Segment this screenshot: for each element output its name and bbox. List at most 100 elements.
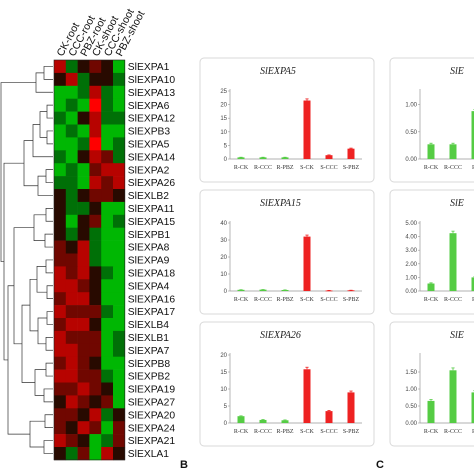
bar xyxy=(449,144,457,159)
heatmap-cell xyxy=(89,395,102,409)
heatmap-cell xyxy=(54,382,67,396)
heatmap-cell xyxy=(89,447,102,461)
heatmap-cell xyxy=(77,176,90,190)
gene-label: SlEXPB3 xyxy=(128,127,171,138)
heatmap-cell xyxy=(89,279,102,293)
y-tick-label: 10 xyxy=(220,130,227,136)
heatmap-cell xyxy=(101,85,114,99)
gene-label: SlEXPB1 xyxy=(128,230,171,241)
heatmap-cell xyxy=(89,124,102,138)
heatmap-cell xyxy=(89,176,102,190)
heatmap-cell xyxy=(54,279,67,293)
heatmap-cell xyxy=(101,111,114,125)
heatmap-cell xyxy=(77,201,90,216)
y-tick-label: 5 xyxy=(224,143,228,149)
heatmap-cell xyxy=(65,163,78,177)
heatmap-cell xyxy=(101,72,114,87)
heatmap-cell xyxy=(77,266,90,280)
heatmap-cell xyxy=(89,214,102,228)
heatmap-cell xyxy=(54,434,67,448)
heatmap-cell xyxy=(113,189,126,203)
dendrogram-branch xyxy=(46,130,53,145)
heatmap-cell xyxy=(101,214,114,228)
y-tick-label: 0 xyxy=(224,157,228,163)
gene-label: SlEXPA26 xyxy=(128,178,176,189)
condition-labels: CK-rootCCC-rootPBZ-rootCK-shootCCC-shoot… xyxy=(55,7,148,59)
category-label: R-CCC xyxy=(254,297,272,303)
dendrogram-branch xyxy=(29,420,45,448)
heatmap-cell xyxy=(54,447,67,461)
y-tick-label: 0.00 xyxy=(405,421,417,427)
bar xyxy=(427,283,435,291)
gene-label: SlEXPA10 xyxy=(128,75,176,86)
heatmap-cell xyxy=(54,408,67,422)
heatmap-cell xyxy=(65,408,78,422)
heatmap-cell xyxy=(89,240,102,254)
heatmap-cell xyxy=(77,343,90,357)
gene-label: SlEXPA19 xyxy=(128,385,176,396)
y-tick-label: 5.00 xyxy=(405,221,417,227)
dendrogram-branch xyxy=(32,124,53,158)
heatmap-cell xyxy=(54,356,67,370)
heatmap-cell xyxy=(54,72,67,87)
heatmap-cell xyxy=(89,137,102,151)
heatmap-cell xyxy=(77,111,90,125)
panel-title: SlE xyxy=(450,198,464,209)
category-label: R-CK xyxy=(234,165,249,171)
bar xyxy=(259,419,267,423)
dendrogram-branch xyxy=(45,208,53,222)
heatmap-cell xyxy=(101,434,114,448)
heatmap-cell xyxy=(89,343,102,357)
heatmap-cell xyxy=(65,137,78,151)
category-label: S-CCC xyxy=(320,165,337,171)
heatmap-cell xyxy=(89,72,102,87)
heatmap-cell xyxy=(54,305,67,319)
y-tick-label: 1.00 xyxy=(405,103,417,109)
heatmap-cell xyxy=(89,408,102,422)
bar xyxy=(471,111,474,159)
gene-label: SlEXPA5 xyxy=(128,139,170,150)
y-tick-label: 10 xyxy=(220,387,227,393)
heatmap-cell xyxy=(54,227,67,241)
bar-panel-2: SlEXPA15 0 10 20 30 40 R-CK R-CCC R-PBZ S-CK S-CCC… xyxy=(199,189,375,315)
gene-label: SlEXPA20 xyxy=(128,410,176,421)
dendrogram-branch xyxy=(39,111,47,138)
bar xyxy=(427,400,435,423)
heatmap-cell xyxy=(113,111,126,125)
category-label: R-PBZ xyxy=(276,297,293,303)
gene-label: SlEXPA15 xyxy=(128,217,176,228)
heatmap-cell xyxy=(89,356,102,370)
heatmap-cell xyxy=(65,343,78,357)
heatmap-cell xyxy=(77,356,90,370)
heatmap-cell xyxy=(113,434,126,448)
heatmap-cell xyxy=(113,408,126,422)
bar xyxy=(347,148,355,159)
gene-label: SlEXPA7 xyxy=(128,346,170,357)
dendrogram-branch xyxy=(21,304,35,383)
heatmap-cell xyxy=(113,98,126,112)
heatmap-cell xyxy=(65,111,78,125)
category-label: R-PBZ xyxy=(276,429,293,435)
y-tick-label: 10 xyxy=(220,272,227,278)
heatmap-cell xyxy=(77,124,90,138)
heatmap-border xyxy=(53,59,126,461)
gene-labels: SlEXPA1 SlEXPA10 SlEXPA13 SlEXPA6 SlEXPA12 Sl… xyxy=(128,62,176,460)
bar xyxy=(449,233,457,291)
heatmap-cell xyxy=(101,150,114,164)
heatmap-cell xyxy=(54,111,67,125)
dendrogram-branch xyxy=(13,227,34,345)
heatmap-cell xyxy=(65,85,78,99)
heatmap-cell xyxy=(65,176,78,190)
bar xyxy=(303,369,311,423)
y-tick-label: 5 xyxy=(224,404,228,410)
heatmap-cell xyxy=(54,163,67,177)
gene-label: SlEXPA14 xyxy=(128,152,176,163)
heatmap-cell xyxy=(113,124,126,138)
gene-label: SlEXPA12 xyxy=(128,114,176,125)
heatmap-cell xyxy=(113,163,126,177)
heatmap-cell xyxy=(65,189,78,203)
bar xyxy=(281,420,289,423)
heatmap-cell xyxy=(113,330,126,345)
gene-label: SlEXPA4 xyxy=(128,281,170,292)
